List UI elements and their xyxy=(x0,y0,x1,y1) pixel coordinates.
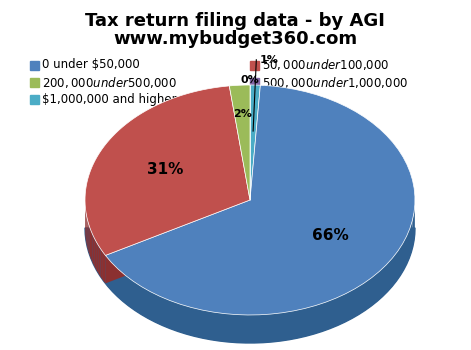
Polygon shape xyxy=(133,281,142,315)
Polygon shape xyxy=(170,301,180,332)
Polygon shape xyxy=(94,238,96,270)
Polygon shape xyxy=(386,258,392,293)
Polygon shape xyxy=(346,289,355,322)
Bar xyxy=(30,94,39,104)
Polygon shape xyxy=(225,314,236,343)
Polygon shape xyxy=(326,298,336,330)
Polygon shape xyxy=(103,252,106,284)
Text: 1%: 1% xyxy=(260,55,278,65)
Polygon shape xyxy=(355,284,364,317)
Polygon shape xyxy=(403,236,406,272)
Polygon shape xyxy=(410,220,413,256)
Text: 2%: 2% xyxy=(233,109,252,119)
Polygon shape xyxy=(336,294,346,326)
Polygon shape xyxy=(260,314,271,343)
Polygon shape xyxy=(91,231,93,262)
Polygon shape xyxy=(142,287,151,320)
Text: 0%: 0% xyxy=(241,75,260,85)
Polygon shape xyxy=(248,315,260,343)
Polygon shape xyxy=(106,85,415,315)
Bar xyxy=(30,61,39,70)
Polygon shape xyxy=(86,212,87,244)
Polygon shape xyxy=(93,234,94,266)
Text: 0 under $50,000: 0 under $50,000 xyxy=(42,58,140,71)
Text: $50,000 under $100,000: $50,000 under $100,000 xyxy=(262,57,390,72)
Polygon shape xyxy=(118,269,125,303)
Text: Tax return filing data - by AGI: Tax return filing data - by AGI xyxy=(85,12,385,30)
Polygon shape xyxy=(180,304,191,335)
Polygon shape xyxy=(316,302,326,334)
Text: 31%: 31% xyxy=(146,162,183,177)
Polygon shape xyxy=(85,209,86,240)
Polygon shape xyxy=(125,275,133,309)
Polygon shape xyxy=(293,308,305,339)
Polygon shape xyxy=(305,306,316,336)
Bar xyxy=(250,61,259,70)
Polygon shape xyxy=(202,310,213,340)
Polygon shape xyxy=(160,296,170,329)
Polygon shape xyxy=(379,265,386,300)
Polygon shape xyxy=(213,312,225,342)
Polygon shape xyxy=(372,272,379,306)
Polygon shape xyxy=(414,204,415,240)
Text: $500,000 under $1,000,000: $500,000 under $1,000,000 xyxy=(262,75,408,90)
Polygon shape xyxy=(398,244,403,279)
Polygon shape xyxy=(111,262,118,297)
Polygon shape xyxy=(87,216,88,248)
Polygon shape xyxy=(392,251,398,286)
Polygon shape xyxy=(100,248,103,280)
Polygon shape xyxy=(236,315,248,343)
Text: www.mybudget360.com: www.mybudget360.com xyxy=(113,30,357,48)
Bar xyxy=(250,77,259,86)
Polygon shape xyxy=(89,227,91,259)
Polygon shape xyxy=(85,228,415,343)
Polygon shape xyxy=(364,278,372,312)
Polygon shape xyxy=(282,311,293,341)
Polygon shape xyxy=(88,220,89,251)
Bar xyxy=(30,77,39,86)
Polygon shape xyxy=(85,86,250,256)
Polygon shape xyxy=(406,228,410,264)
Polygon shape xyxy=(106,200,250,284)
Text: $1,000,000 and higher: $1,000,000 and higher xyxy=(42,92,177,105)
Polygon shape xyxy=(250,85,260,200)
Text: $200,000 under $500,000: $200,000 under $500,000 xyxy=(42,75,177,90)
Polygon shape xyxy=(106,256,111,290)
Polygon shape xyxy=(151,292,160,324)
Polygon shape xyxy=(96,241,98,273)
Text: 66%: 66% xyxy=(312,228,349,243)
Polygon shape xyxy=(191,307,202,338)
Polygon shape xyxy=(229,85,250,200)
Polygon shape xyxy=(413,212,414,248)
Polygon shape xyxy=(271,313,282,342)
Polygon shape xyxy=(106,200,250,284)
Polygon shape xyxy=(98,245,100,276)
